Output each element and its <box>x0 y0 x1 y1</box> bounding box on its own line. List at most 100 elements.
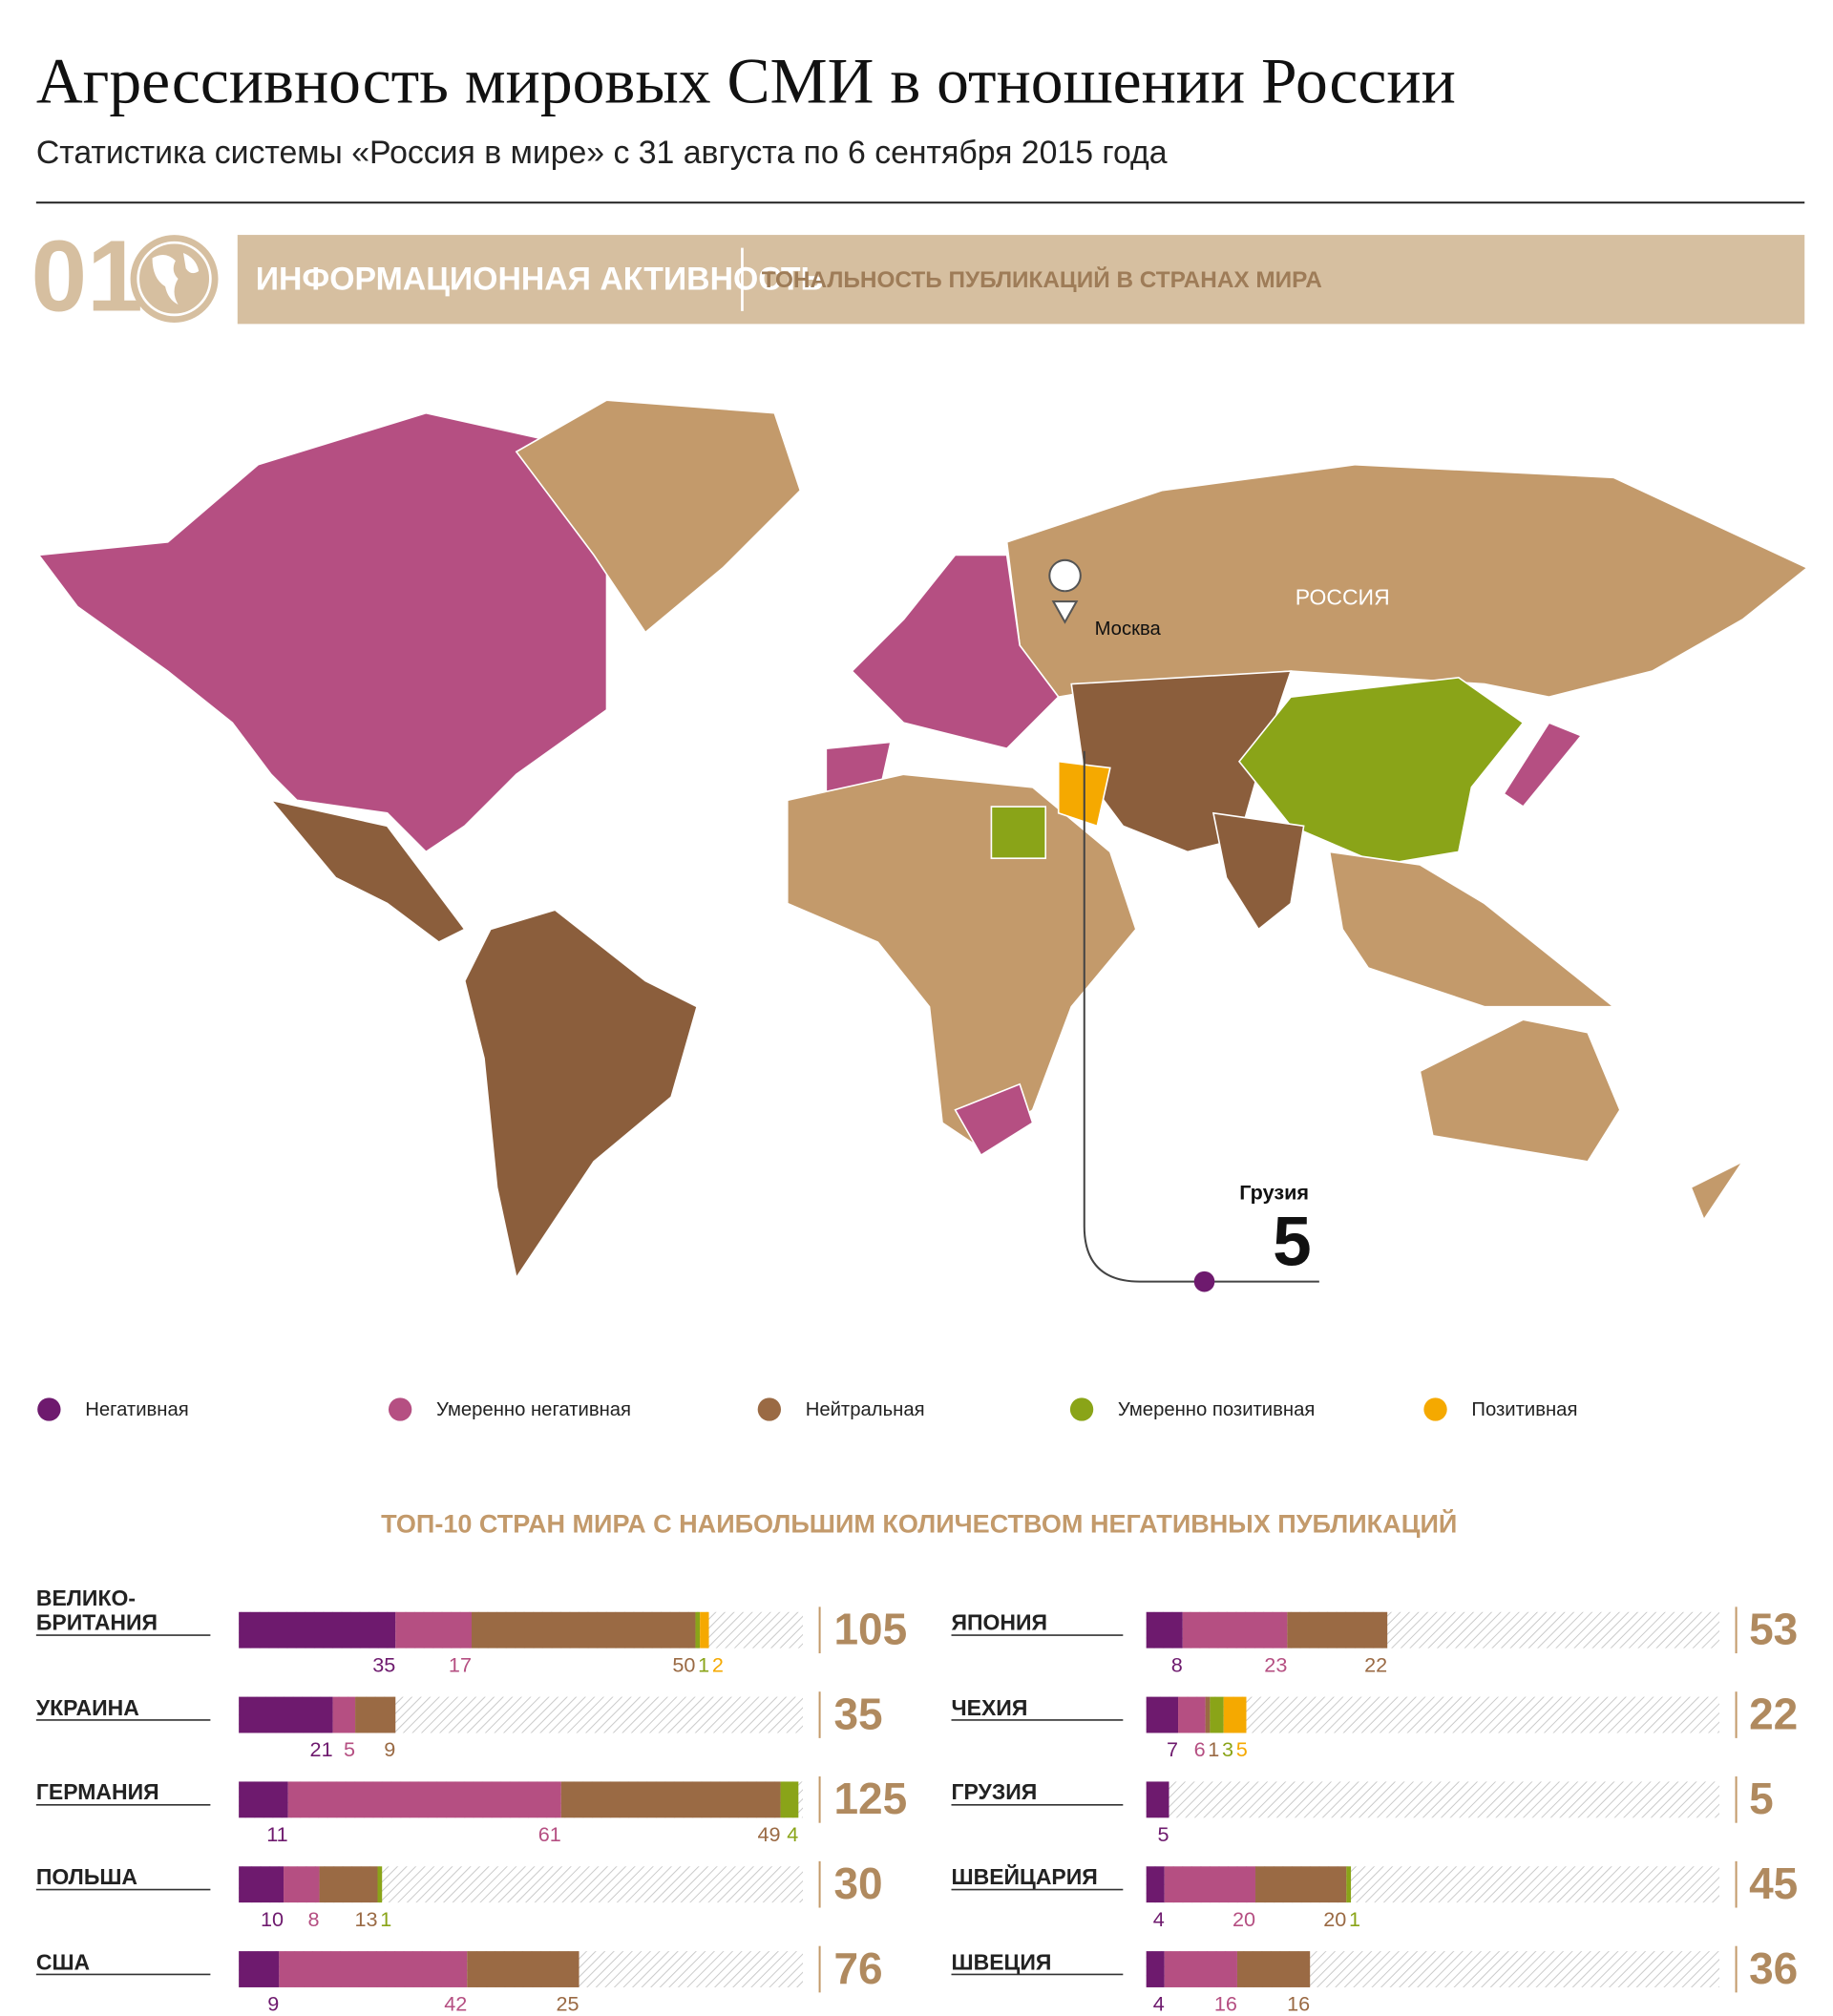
bar-segment <box>1287 1611 1388 1648</box>
row-total: 36 <box>1749 1943 1798 1993</box>
value-label: 7 <box>1167 1737 1178 1761</box>
country <box>990 806 1047 859</box>
country <box>1503 722 1583 808</box>
value-label: 1 <box>1208 1737 1219 1761</box>
row-label: США <box>35 1949 91 1975</box>
bar-segment <box>239 1611 396 1648</box>
bar-segment <box>467 1951 579 1987</box>
row-label-box: США <box>35 1949 91 1975</box>
value-label: 8 <box>1171 1652 1183 1676</box>
legend-dot <box>388 1397 412 1421</box>
bar-segment <box>1182 1611 1288 1648</box>
value-label: 17 <box>449 1652 472 1676</box>
legend-label: Позитивная <box>1471 1399 1577 1420</box>
row-total: 35 <box>833 1689 882 1738</box>
country <box>851 554 1060 750</box>
country <box>1419 1018 1621 1163</box>
bar-segment <box>560 1781 781 1818</box>
value-label: 1 <box>698 1652 709 1676</box>
bar-segment <box>695 1611 701 1648</box>
country <box>1211 811 1305 931</box>
row-label: УКРАИНА <box>35 1695 139 1720</box>
globe-icon <box>137 241 212 317</box>
legend-label: Умеренно позитивная <box>1118 1399 1315 1420</box>
value-label: 4 <box>1153 1907 1165 1931</box>
callout-value: 5 <box>1273 1203 1312 1280</box>
bar-segment <box>1146 1696 1179 1733</box>
row-label: ШВЕЦИЯ <box>951 1949 1052 1975</box>
bar-segment <box>279 1951 468 1987</box>
legend-dot <box>37 1397 61 1421</box>
value-label: 16 <box>1214 1992 1237 2016</box>
legend-label: Нейтральная <box>806 1399 925 1420</box>
row-label-box: УКРАИНА <box>35 1695 139 1720</box>
chart-title: ТОП-10 СТРАН МИРА С НАИБОЛЬШИМ КОЛИЧЕСТВ… <box>381 1508 1457 1538</box>
row-label-box: ЧЕХИЯ <box>951 1695 1027 1720</box>
value-label: 61 <box>538 1822 561 1846</box>
country <box>1328 850 1616 1008</box>
row-total: 22 <box>1749 1689 1798 1738</box>
bar-segment <box>1146 1781 1169 1818</box>
row-label: ПОЛЬША <box>35 1864 138 1890</box>
bar-segment <box>355 1696 396 1733</box>
bar-segment <box>287 1781 561 1818</box>
bar-segment <box>284 1866 320 1903</box>
value-label: 50 <box>672 1652 695 1676</box>
row-label-box: ШВЕЙЦАРИЯ <box>951 1864 1098 1890</box>
legend-label: Негативная <box>85 1399 188 1420</box>
country <box>786 773 1137 1150</box>
bar-segment <box>1164 1866 1256 1903</box>
country <box>1690 1159 1745 1222</box>
moscow-label: Москва <box>1095 619 1162 640</box>
bar-segment <box>239 1866 284 1903</box>
value-label: 1 <box>380 1907 391 1931</box>
value-label: 5 <box>1157 1822 1169 1846</box>
value-label: 23 <box>1264 1652 1287 1676</box>
bar-segment <box>1178 1696 1206 1733</box>
row-label-box: ВЕЛИКО- БРИТАНИЯ <box>36 1586 158 1635</box>
bar-segment <box>1255 1866 1347 1903</box>
value-label: 9 <box>267 1992 279 2016</box>
country <box>1005 463 1809 699</box>
row-label-box: ШВЕЦИЯ <box>951 1949 1052 1975</box>
bar-segment <box>239 1781 288 1818</box>
row-total: 30 <box>833 1858 882 1908</box>
bar-segment <box>700 1611 709 1648</box>
value-label: 21 <box>310 1737 333 1761</box>
bar-segment <box>1210 1696 1224 1733</box>
subtitle: Статистика системы «Россия в мире» с 31 … <box>36 135 1168 171</box>
row-label: ГЕРМАНИЯ <box>35 1780 159 1805</box>
value-label: 20 <box>1323 1907 1346 1931</box>
row-label: ШВЕЙЦАРИЯ <box>951 1864 1098 1890</box>
row-label-box: ГРУЗИЯ <box>951 1780 1038 1805</box>
legend-dot <box>1069 1397 1094 1421</box>
globe-icon <box>152 253 200 305</box>
bar-segment <box>319 1866 378 1903</box>
value-label: 16 <box>1287 1992 1310 2016</box>
row-label: ГРУЗИЯ <box>951 1780 1038 1805</box>
value-label: 10 <box>261 1907 284 1931</box>
section-tab: ИНФОРМАЦИОННАЯ АКТИВНОСТЬ <box>256 262 824 298</box>
value-label: 42 <box>444 1992 467 2016</box>
value-label: 35 <box>372 1652 395 1676</box>
bar-segment <box>239 1951 280 1987</box>
country <box>37 411 608 853</box>
moscow-pin <box>1048 558 1082 624</box>
value-label: 9 <box>384 1737 395 1761</box>
row-total: 125 <box>833 1774 907 1823</box>
value-label: 20 <box>1233 1907 1255 1931</box>
value-label: 5 <box>344 1737 355 1761</box>
value-label: 3 <box>1222 1737 1233 1761</box>
callout-dot <box>1193 1270 1215 1292</box>
bar-segment <box>239 1696 333 1733</box>
country <box>1237 677 1525 866</box>
value-label: 1 <box>1349 1907 1360 1931</box>
value-label: 49 <box>757 1822 780 1846</box>
value-label: 25 <box>556 1992 579 2016</box>
bar-segment <box>471 1611 696 1648</box>
value-label: 2 <box>712 1652 724 1676</box>
section-band <box>237 235 1805 325</box>
bar-segment <box>1223 1696 1247 1733</box>
row-total: 45 <box>1749 1858 1798 1908</box>
